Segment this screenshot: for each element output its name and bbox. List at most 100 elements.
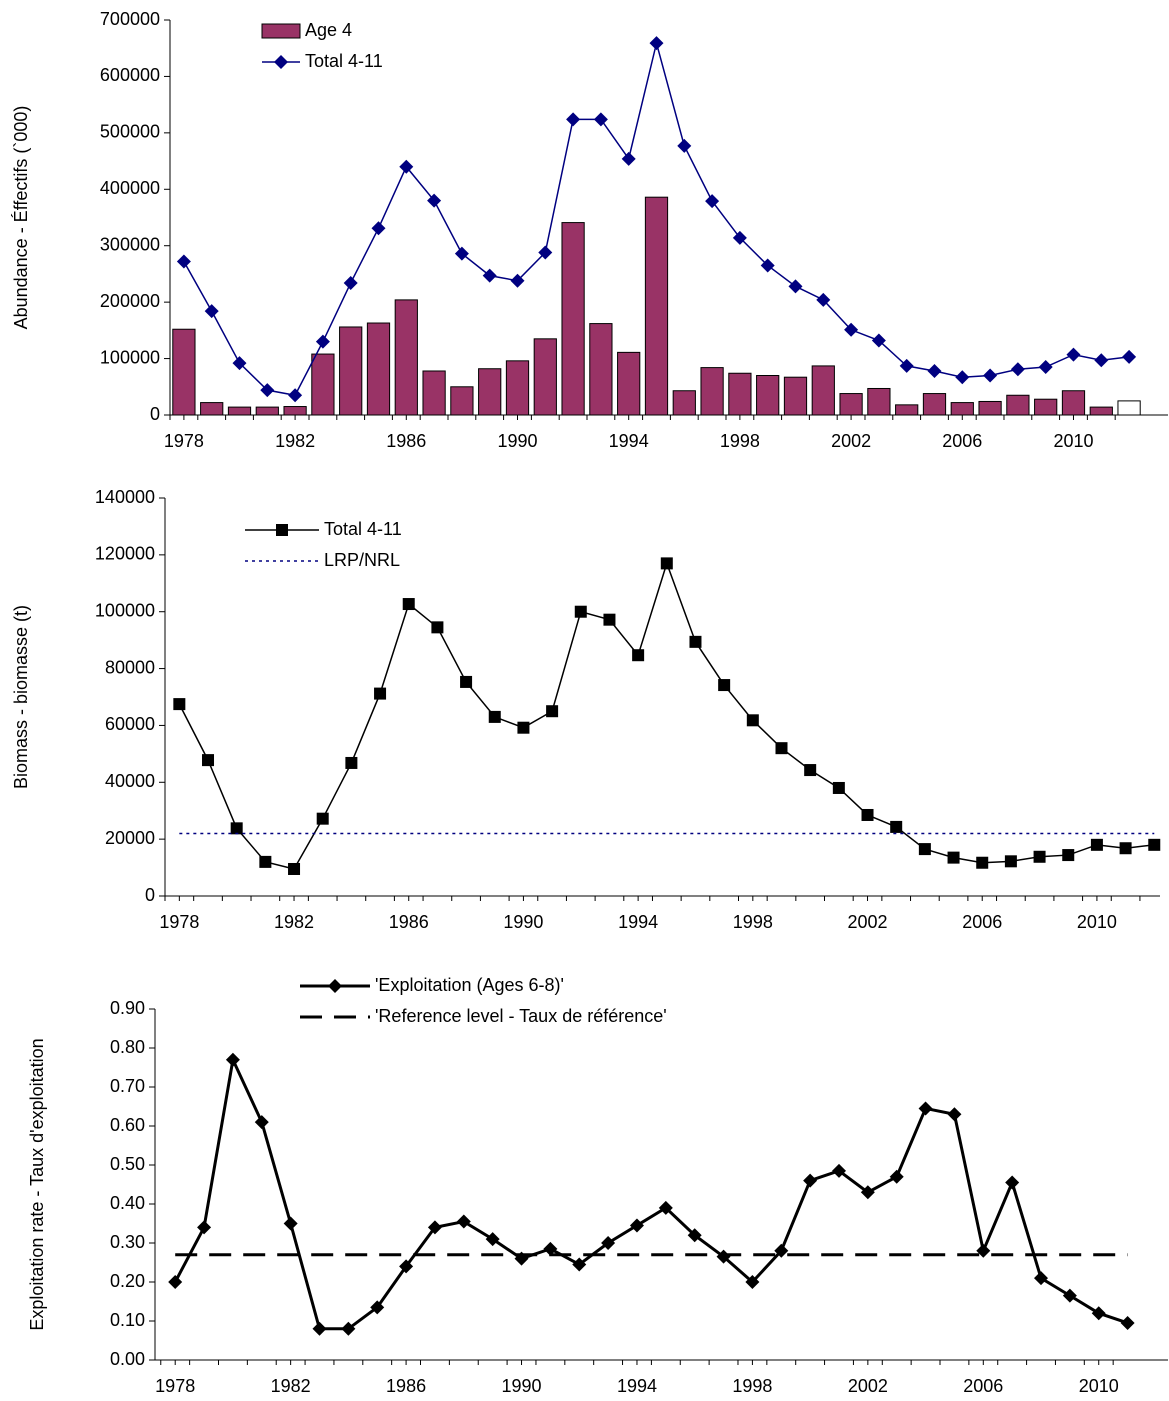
bar (450, 386, 474, 416)
data-point (546, 705, 559, 718)
data-point (510, 273, 525, 288)
data-point (1034, 1271, 1049, 1286)
bar (756, 375, 780, 416)
x-tick-label: 2002 (848, 1376, 888, 1396)
bar (561, 222, 585, 416)
data-point (402, 598, 415, 611)
bar (1089, 406, 1113, 416)
data-point (574, 605, 587, 618)
data-point (890, 820, 903, 833)
bar (617, 351, 641, 416)
data-point (427, 193, 442, 208)
data-point (1062, 1288, 1077, 1303)
y-axis-label: Abundance - Éffectifs (`000) (11, 106, 31, 330)
y-tick-label: 0 (145, 885, 155, 905)
data-point (343, 275, 358, 290)
y-tick-label: 0 (150, 404, 160, 424)
data-point (374, 687, 387, 700)
data-point (566, 112, 581, 127)
data-point (197, 1220, 212, 1235)
legend-label: Total 4-11 (324, 519, 402, 539)
data-point (1062, 849, 1075, 862)
x-tick-label: 2002 (847, 912, 887, 932)
y-tick-label: 40000 (105, 771, 155, 791)
data-point (716, 1249, 731, 1264)
data-point (1148, 838, 1161, 851)
data-point (816, 292, 831, 307)
bar (811, 365, 835, 416)
data-point (288, 862, 301, 875)
x-tick-label: 2010 (1077, 912, 1117, 932)
legend-label: Age 4 (305, 20, 352, 40)
data-point (399, 1259, 414, 1274)
legend-swatch (261, 23, 301, 39)
y-tick-label: 500000 (100, 122, 160, 142)
legend-marker (328, 979, 342, 993)
x-tick-label: 2010 (1053, 431, 1093, 451)
bar (1061, 390, 1086, 416)
data-point (517, 721, 530, 734)
data-point (230, 822, 243, 835)
x-tick-label: 1986 (389, 912, 429, 932)
bar (922, 393, 947, 416)
legend-label: LRP/NRL (324, 550, 400, 570)
bar (478, 368, 502, 416)
data-point (871, 333, 886, 348)
data-point (918, 843, 931, 856)
data-point (204, 304, 219, 319)
data-point (1066, 347, 1081, 362)
data-point (803, 1173, 818, 1188)
data-point (832, 781, 845, 794)
data-point (399, 159, 414, 174)
x-tick-label: 1994 (609, 431, 649, 451)
data-point (370, 1300, 385, 1315)
data-point (232, 356, 247, 371)
data-point (538, 245, 553, 260)
data-point (454, 246, 469, 261)
data-point (456, 1214, 471, 1229)
data-point (746, 714, 759, 727)
data-point (804, 764, 817, 777)
y-tick-label: 100000 (100, 347, 160, 367)
y-tick-label: 0.90 (110, 998, 145, 1018)
data-point (788, 279, 803, 294)
data-point (1119, 842, 1132, 855)
data-point (687, 1228, 702, 1243)
data-point (283, 1216, 298, 1231)
data-point (649, 36, 664, 51)
bar (283, 406, 307, 416)
bar (783, 376, 808, 416)
x-tick-label: 1978 (159, 912, 199, 932)
data-point (1005, 1175, 1020, 1190)
data-point (660, 557, 673, 570)
y-tick-label: 300000 (100, 234, 160, 254)
bar (644, 196, 669, 416)
x-tick-label: 1986 (386, 1376, 426, 1396)
data-point (176, 254, 191, 269)
x-tick-label: 2002 (831, 431, 871, 451)
bar (589, 323, 613, 416)
x-tick-label: 1982 (271, 1376, 311, 1396)
data-point (899, 358, 914, 373)
y-tick-label: 20000 (105, 828, 155, 848)
data-point (345, 756, 358, 769)
data-point (371, 221, 386, 236)
x-tick-label: 1978 (164, 431, 204, 451)
x-tick-label: 1986 (386, 431, 426, 451)
legend-label: 'Exploitation (Ages 6-8)' (375, 975, 564, 995)
data-point (718, 679, 731, 692)
data-point (955, 370, 970, 385)
data-point (316, 812, 329, 825)
x-tick-label: 2010 (1079, 1376, 1119, 1396)
data-point (260, 383, 275, 398)
data-point (860, 1185, 875, 1200)
data-point (1120, 1315, 1135, 1330)
y-tick-label: 0.80 (110, 1037, 145, 1057)
y-tick-label: 120000 (95, 544, 155, 564)
data-point (861, 808, 874, 821)
x-tick-label: 2006 (942, 431, 982, 451)
bar (227, 406, 252, 416)
data-point (831, 1163, 846, 1178)
x-tick-label: 1998 (732, 1376, 772, 1396)
data-point (460, 675, 473, 688)
